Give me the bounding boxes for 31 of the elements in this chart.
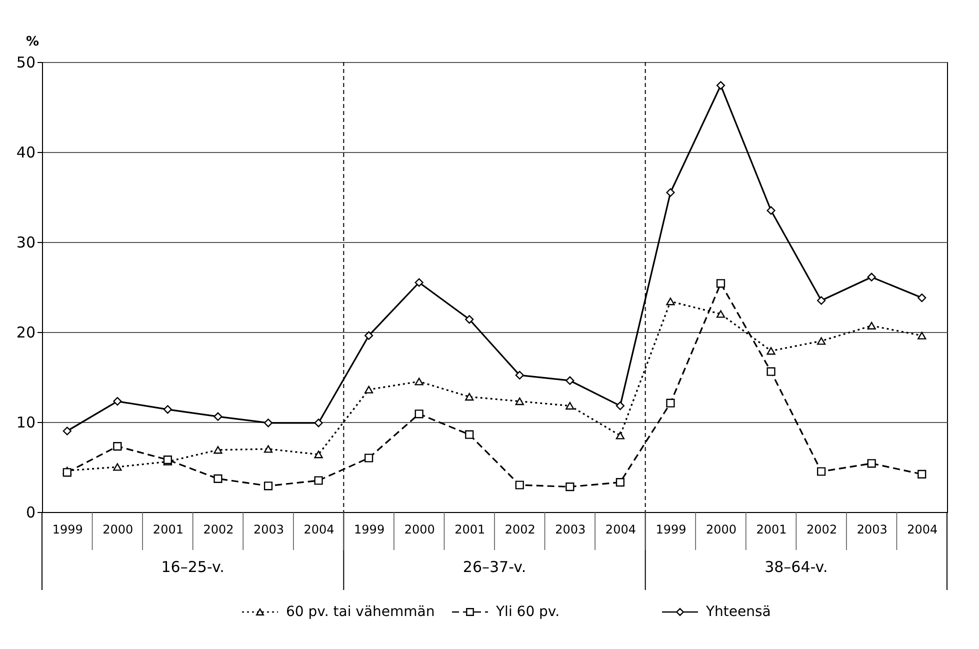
- x-tick-label: 2003: [856, 522, 888, 536]
- x-tick-label: 2004: [605, 522, 636, 536]
- y-tick-label: 0: [26, 504, 36, 522]
- x-tick-label: 2002: [806, 522, 838, 536]
- text: 38–64-v.: [764, 558, 828, 576]
- x-tick-label: 2002: [203, 522, 234, 536]
- legend-label: Yhteensä: [705, 604, 771, 620]
- y-tick-label: 50: [16, 54, 36, 72]
- text: 16–25-v.: [161, 558, 224, 576]
- x-tick-label: 2001: [756, 522, 787, 536]
- x-tick-label: 2001: [152, 522, 184, 536]
- text: 26–37-v.: [462, 558, 526, 576]
- x-tick-label: 2002: [504, 522, 536, 536]
- legend-label: Yli 60 pv.: [495, 604, 560, 620]
- x-tick-label: 1999: [354, 522, 385, 536]
- x-tick-label: 2001: [454, 522, 486, 536]
- x-tick-label: 2004: [304, 522, 334, 536]
- x-tick-label: 2000: [706, 522, 737, 536]
- x-tick-label: 2003: [253, 522, 284, 536]
- x-tick-label: 1999: [52, 522, 83, 536]
- y-axis-title: %: [26, 34, 40, 50]
- y-tick-label: 10: [16, 414, 36, 432]
- y-tick-label: 20: [16, 324, 36, 342]
- x-tick-label: 2003: [555, 522, 586, 536]
- x-tick-label: 2004: [907, 522, 938, 536]
- x-tick-label: 2000: [102, 522, 134, 536]
- legend-label: 60 pv. tai vähemmän: [286, 604, 435, 620]
- y-tick-label: 30: [16, 234, 36, 252]
- x-tick-label: 1999: [656, 522, 686, 536]
- x-tick-label: 2000: [404, 522, 435, 536]
- y-tick-label: 40: [16, 144, 36, 162]
